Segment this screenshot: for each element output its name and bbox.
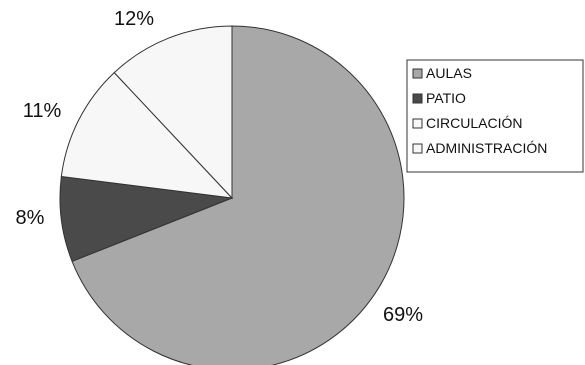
legend: AULAS PATIO CIRCULACIÓN ADMINISTRACIÓN: [406, 59, 584, 173]
legend-label-3: ADMINISTRACIÓN: [426, 140, 547, 156]
legend-label-2: CIRCULACIÓN: [426, 115, 522, 131]
data-label-1: 8%: [16, 207, 45, 229]
legend-swatch-1: [412, 93, 423, 104]
pie-slices: [59, 25, 405, 365]
data-label-2: 11%: [23, 100, 62, 122]
pie-slice-circulacion: [60, 71, 234, 199]
legend-frame: [406, 59, 584, 173]
legend-swatch-2: [412, 118, 423, 129]
pie-slice-aulas: [71, 25, 405, 365]
pie-data-labels: 69% 8% 11% 12%: [16, 8, 424, 326]
legend-swatch-3: [412, 143, 423, 154]
data-label-3: 12%: [114, 8, 154, 30]
legend-label-0: AULAS: [426, 65, 472, 81]
pie-slice-administracion: [113, 25, 233, 200]
legend-label-1: PATIO: [426, 90, 466, 106]
data-label-0: 69%: [383, 304, 423, 326]
legend-swatch-0: [412, 68, 423, 79]
